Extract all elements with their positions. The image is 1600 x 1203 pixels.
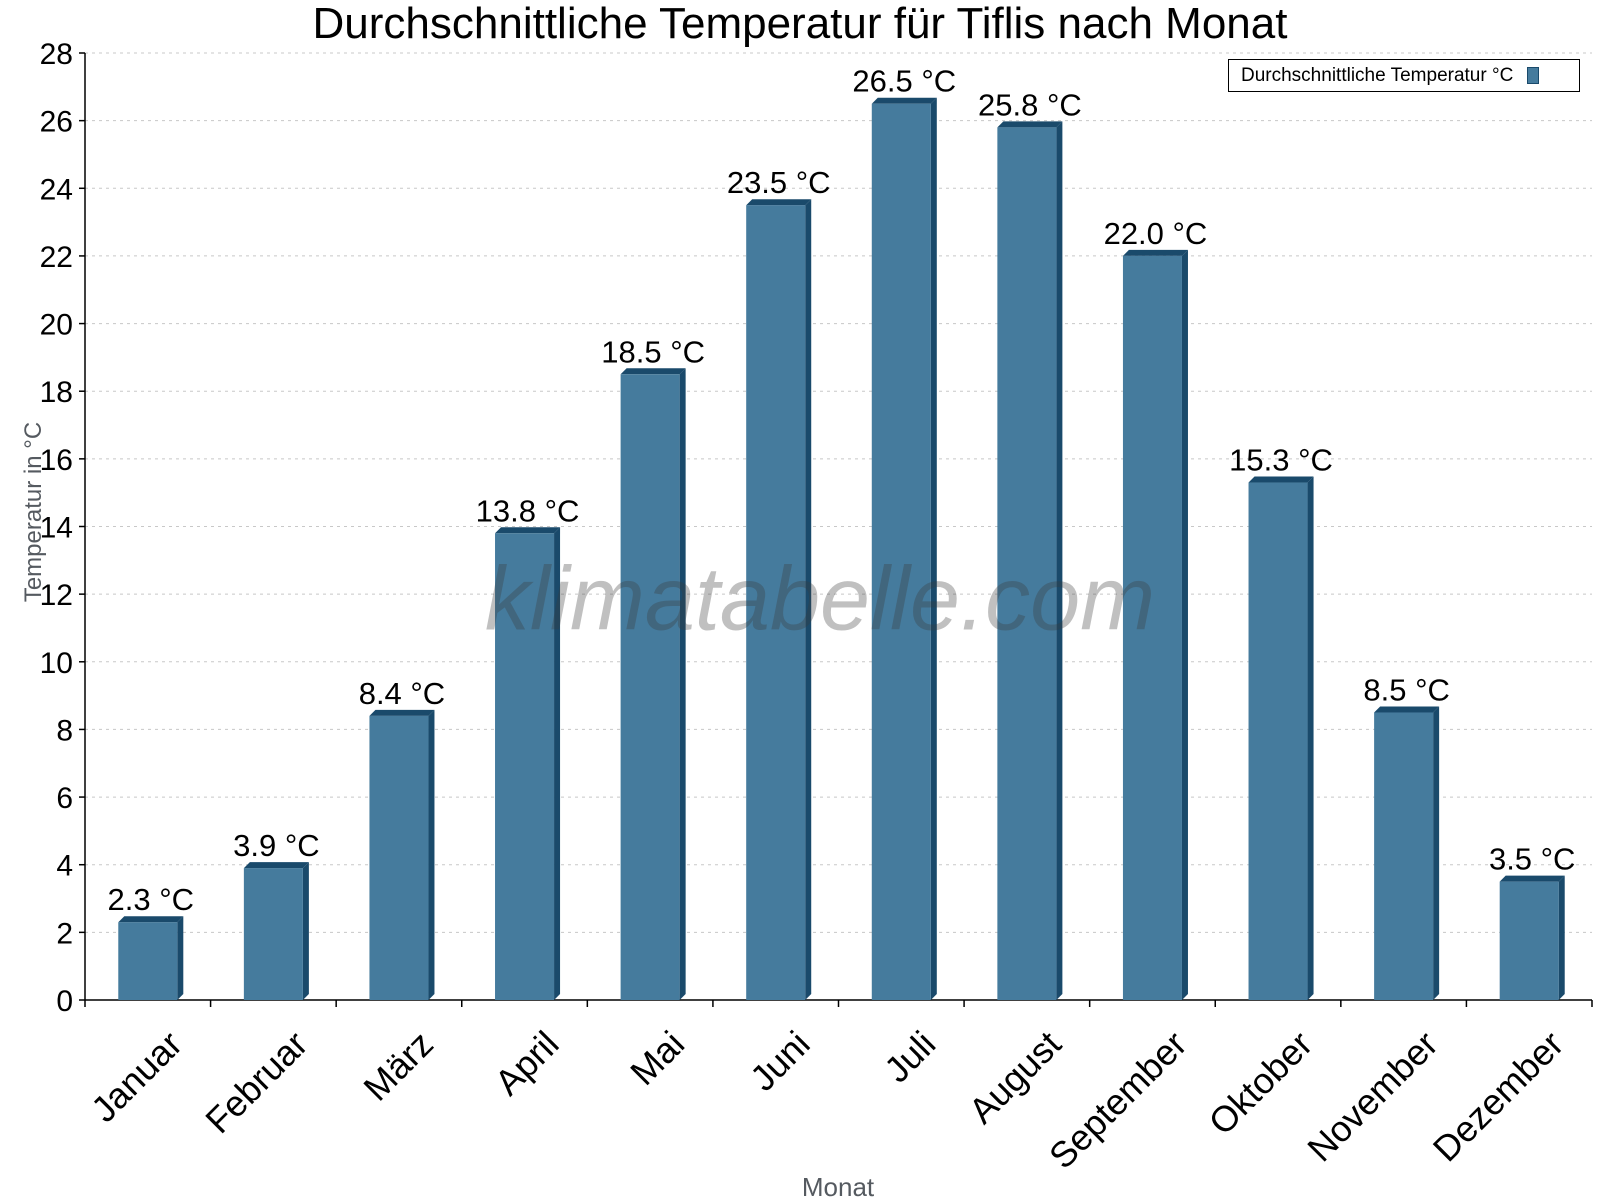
- bar-value-label: 22.0 °C: [1104, 216, 1208, 251]
- y-tick-label: 0: [56, 985, 73, 1018]
- bar-value-label: 8.4 °C: [359, 676, 446, 711]
- x-tick-label: September: [1041, 1023, 1195, 1177]
- bar: [746, 205, 806, 1001]
- bar-top: [495, 527, 561, 534]
- legend-label: Durchschnittliche Temperatur °C: [1241, 64, 1514, 86]
- bar-value-label: 26.5 °C: [852, 64, 956, 99]
- legend: Durchschnittliche Temperatur °C: [1228, 59, 1580, 92]
- y-tick-label: 28: [40, 38, 73, 71]
- watermark: klimatabelle.com: [484, 549, 1156, 650]
- legend-swatch-icon: [1527, 67, 1540, 84]
- bar-top: [369, 709, 435, 716]
- bar: [369, 715, 429, 1000]
- y-tick-label: 2: [56, 917, 73, 950]
- bar-value-label: 8.5 °C: [1363, 673, 1450, 708]
- x-tick-label: Mai: [622, 1023, 692, 1093]
- bar-value-label: 3.9 °C: [233, 828, 320, 863]
- y-tick-label: 16: [40, 444, 73, 477]
- bar-top: [746, 199, 812, 206]
- x-tick-label: Februar: [197, 1023, 315, 1141]
- bar: [871, 103, 931, 1001]
- y-tick-label: 12: [40, 579, 73, 612]
- bar-value-label: 25.8 °C: [978, 87, 1082, 122]
- bar: [1374, 712, 1434, 1000]
- bar-side: [302, 862, 309, 1000]
- bar: [495, 533, 555, 1000]
- x-tick-label: August: [961, 1023, 1069, 1131]
- bar-top: [1122, 249, 1188, 256]
- x-tick-label: November: [1299, 1023, 1445, 1169]
- x-tick-label: Juni: [742, 1023, 818, 1099]
- bar-value-label: 23.5 °C: [727, 165, 831, 200]
- bar-value-label: 13.8 °C: [476, 493, 580, 528]
- y-tick-label: 10: [40, 647, 73, 680]
- bar-top: [1248, 476, 1314, 483]
- y-tick-label: 26: [40, 106, 73, 139]
- y-tick-label: 22: [40, 241, 73, 274]
- x-tick-label: Juli: [876, 1023, 943, 1090]
- bar-side: [1433, 706, 1440, 1000]
- y-tick-label: 20: [40, 309, 73, 342]
- bar-side: [554, 527, 561, 1000]
- bar-top: [997, 121, 1063, 128]
- x-tick-label: März: [355, 1023, 441, 1109]
- x-tick-label: Januar: [83, 1023, 190, 1130]
- y-tick-label: 24: [40, 173, 73, 206]
- bar-value-label: 18.5 °C: [601, 334, 705, 369]
- bar-value-label: 15.3 °C: [1229, 443, 1333, 478]
- bar-side: [1181, 249, 1188, 1000]
- bar-side: [930, 97, 937, 1001]
- bar: [1248, 482, 1308, 1001]
- y-tick-label: 8: [56, 714, 73, 747]
- bar-top: [243, 862, 309, 869]
- chart-title: Durchschnittliche Temperatur für Tiflis …: [312, 0, 1288, 48]
- y-tick-label: 14: [40, 512, 73, 545]
- bar-value-label: 2.3 °C: [108, 882, 195, 917]
- x-axis-title: Monat: [801, 1172, 875, 1202]
- x-tick-label: Dezember: [1425, 1023, 1571, 1169]
- bar-top: [871, 97, 937, 104]
- x-tick-label: April: [487, 1023, 567, 1103]
- bar: [997, 127, 1057, 1000]
- y-tick-label: 18: [40, 376, 73, 409]
- bar: [1122, 255, 1182, 1000]
- bar: [1499, 881, 1559, 1000]
- bar-side: [679, 368, 686, 1000]
- x-tick-label: Oktober: [1201, 1023, 1321, 1143]
- y-tick-label: 4: [56, 850, 73, 883]
- bar-side: [428, 709, 435, 1000]
- bar-top: [1499, 875, 1565, 882]
- bar: [243, 868, 303, 1000]
- bar-side: [1307, 476, 1314, 1001]
- bar-side: [177, 916, 184, 1000]
- bar-top: [118, 916, 184, 923]
- bar-side: [805, 199, 812, 1001]
- bar-top: [620, 368, 686, 375]
- bar: [118, 922, 178, 1000]
- bar-side: [1056, 121, 1063, 1000]
- bar: [620, 374, 680, 1000]
- bar-top: [1374, 706, 1440, 713]
- bar-side: [1558, 875, 1565, 1000]
- y-tick-label: 6: [56, 782, 73, 815]
- bar-value-label: 3.5 °C: [1489, 842, 1576, 877]
